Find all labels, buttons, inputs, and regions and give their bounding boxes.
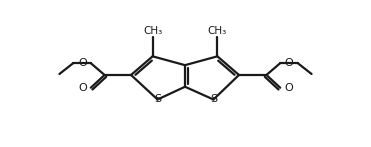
Text: O: O	[284, 58, 293, 68]
Text: O: O	[78, 58, 87, 68]
Text: O: O	[284, 83, 293, 93]
Text: S: S	[154, 95, 161, 105]
Text: CH₃: CH₃	[143, 26, 162, 36]
Text: S: S	[210, 95, 217, 105]
Text: O: O	[78, 83, 87, 93]
Text: CH₃: CH₃	[208, 26, 227, 36]
